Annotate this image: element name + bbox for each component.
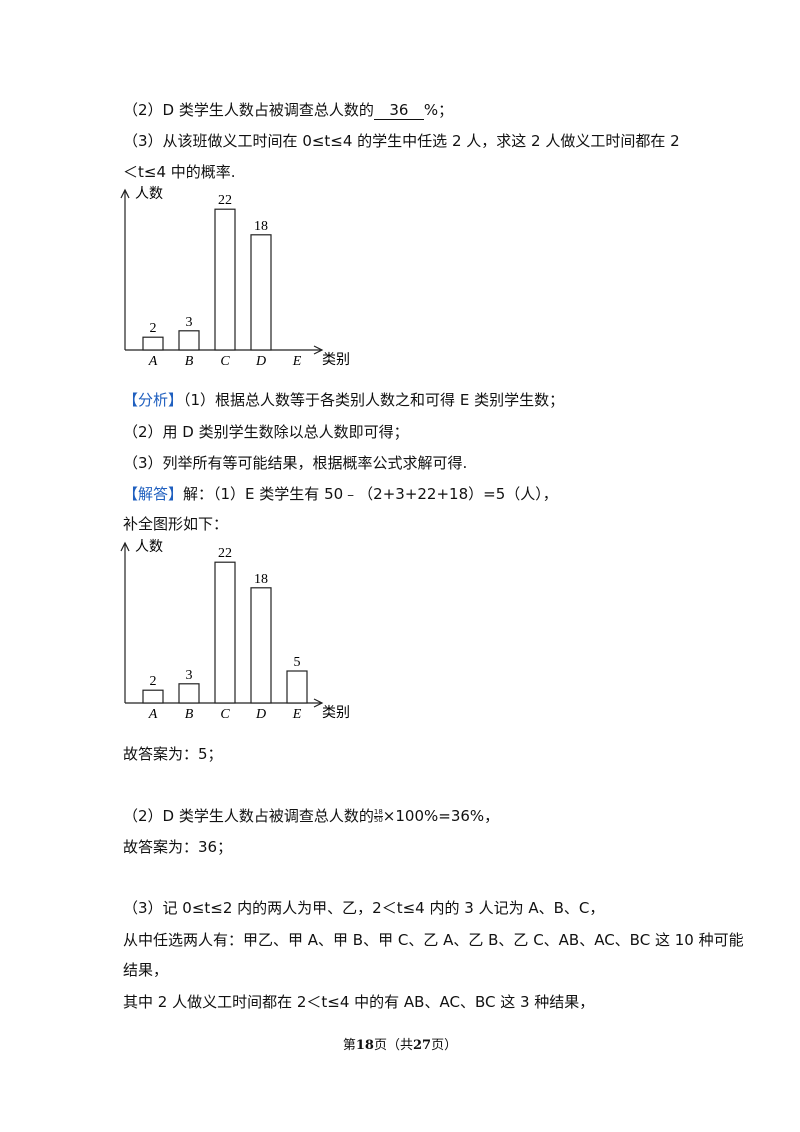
x-axis-label: 类别	[322, 352, 350, 368]
x-tick-label: E	[292, 354, 302, 369]
bar	[142, 336, 164, 351]
answer: 36	[373, 102, 424, 120]
data-label: 18	[254, 572, 268, 587]
arrow	[313, 345, 324, 355]
bar	[142, 689, 164, 704]
solution-line: 补全图形如下：	[123, 515, 229, 533]
numerator: 18	[373, 808, 383, 817]
x-tick-label: A	[148, 354, 158, 369]
bar	[250, 234, 272, 351]
text: （1）根据总人数等于各类别人数之和可得 E 类别学生数；	[183, 391, 565, 409]
x-tick-label: D	[255, 707, 266, 722]
x-tick-label: D	[255, 354, 266, 369]
x-axis-label: 类别	[322, 705, 350, 721]
analysis-line: （2）用 D 类别学生数除以总人数即可得；	[123, 423, 409, 441]
data-label: 3	[186, 315, 193, 330]
y-axis-label: 人数	[135, 186, 163, 202]
solution-line: （2）D 类学生人数占被调查总人数的 18 50 ×100%=36%，	[123, 806, 499, 826]
solution-line: 从中任选两人有：甲乙、甲 A、甲 B、甲 C、乙 A、乙 B、乙 C、AB、AC…	[123, 931, 744, 949]
bar	[178, 330, 200, 351]
y-axis-label: 人数	[135, 539, 163, 555]
bar	[250, 587, 272, 704]
solution-line: 结果，	[123, 961, 169, 979]
arrow	[120, 541, 130, 552]
bar	[178, 683, 200, 704]
footer: 第18页（共27页）	[0, 1034, 800, 1053]
x-tick-label: E	[292, 707, 302, 722]
solution-line: 故答案为：5；	[123, 745, 223, 763]
question-line: （2）D 类学生人数占被调查总人数的 36%；	[123, 100, 453, 120]
text: （2）D 类学生人数占被调查总人数的	[123, 807, 374, 825]
page-number: 18	[355, 1038, 374, 1053]
data-label: 2	[150, 321, 157, 336]
data-label: 22	[218, 546, 232, 561]
data-label: 22	[218, 193, 232, 208]
text: %；	[423, 101, 454, 119]
solution-line: 【解答】解：（1）E 类学生有 50﹣（2+3+22+18）=5（人），	[123, 484, 558, 504]
tag: 【解答】	[123, 485, 184, 503]
text: 页（共	[373, 1038, 413, 1053]
x-tick-label: B	[185, 707, 194, 722]
bar	[214, 561, 236, 704]
x-tick-label: C	[220, 354, 230, 369]
analysis-line: （3）列举所有等可能结果，根据概率公式求解可得.	[123, 454, 468, 472]
text: 第	[342, 1038, 356, 1053]
text: 页）	[431, 1038, 458, 1053]
question-line: （3）从该班做义工时间在 0≤t≤4 的学生中任选 2 人，求这 2 人做义工时…	[123, 132, 680, 150]
x-tick-label: B	[185, 354, 194, 369]
analysis-line: 【分析】（1）根据总人数等于各类别人数之和可得 E 类别学生数；	[123, 390, 564, 410]
bar	[214, 208, 236, 351]
page-total: 27	[413, 1038, 432, 1053]
text: ×100%=36%，	[382, 807, 500, 825]
arrow	[313, 698, 324, 708]
solution-line: 其中 2 人做义工时间都在 2＜t≤4 中的有 AB、AC、BC 这 3 种结果…	[123, 993, 595, 1011]
denominator: 50	[373, 816, 383, 824]
question-line: ＜t≤4 中的概率.	[123, 163, 236, 181]
bar	[286, 670, 308, 704]
data-label: 5	[294, 655, 301, 670]
tag: 【分析】	[123, 391, 184, 409]
data-label: 2	[150, 674, 157, 689]
solution-line: （3）记 0≤t≤2 内的两人为甲、乙，2＜t≤4 内的 3 人记为 A、B、C…	[123, 899, 605, 917]
x-tick-label: A	[148, 707, 158, 722]
text: （2）D 类学生人数占被调查总人数的	[123, 101, 374, 119]
solution-line: 故答案为：36；	[123, 838, 233, 856]
data-label: 18	[254, 219, 268, 234]
arrow	[120, 188, 130, 199]
fraction: 18 50	[373, 808, 383, 824]
x-tick-label: C	[220, 707, 230, 722]
data-label: 3	[186, 668, 193, 683]
text: 解：（1）E 类学生有 50﹣（2+3+22+18）=5（人），	[183, 485, 558, 503]
